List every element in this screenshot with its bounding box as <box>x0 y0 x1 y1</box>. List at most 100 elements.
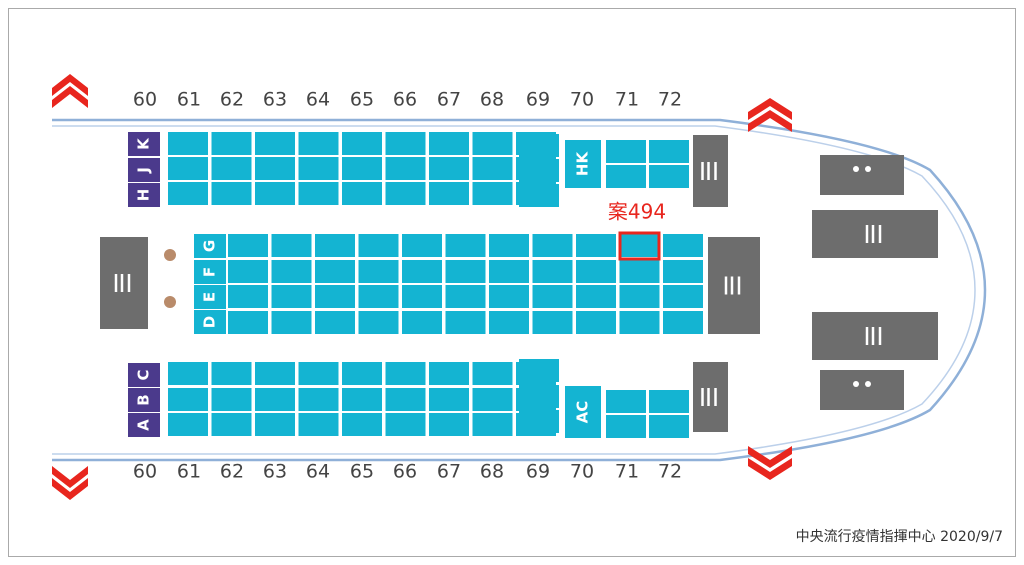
seat <box>663 285 703 308</box>
galley <box>100 237 148 329</box>
seat <box>429 182 469 205</box>
seat <box>663 311 703 334</box>
seat-letter: C <box>135 369 153 380</box>
seat-letter: H <box>135 189 153 202</box>
seat <box>576 234 616 257</box>
seat-letter: A <box>135 419 153 431</box>
seat <box>402 285 442 308</box>
row-number: 70 <box>570 89 594 111</box>
row-number: 60 <box>133 89 157 111</box>
row-number: 69 <box>526 461 550 483</box>
seat <box>211 362 252 385</box>
seat <box>472 388 513 411</box>
seat <box>271 285 312 308</box>
row-number: 71 <box>615 89 639 111</box>
seat <box>472 413 513 436</box>
seat <box>429 132 469 155</box>
row-number: 66 <box>393 89 417 111</box>
case-seat <box>618 231 661 261</box>
seat <box>519 134 559 157</box>
seat <box>298 182 339 205</box>
row-number: 63 <box>263 461 287 483</box>
seat-letter: B <box>135 394 153 405</box>
row-number: 71 <box>615 461 639 483</box>
seat <box>168 182 208 205</box>
row-number: 60 <box>133 461 157 483</box>
galley <box>708 237 760 334</box>
seat <box>385 157 426 180</box>
seat <box>472 132 513 155</box>
seat-letter: K <box>135 137 153 150</box>
seat <box>342 413 382 436</box>
seat <box>298 362 339 385</box>
galley <box>693 362 728 432</box>
chevrons <box>52 74 792 500</box>
row-number: 69 <box>526 89 550 111</box>
row-number: 72 <box>658 461 682 483</box>
row-number: 68 <box>480 461 504 483</box>
seat <box>358 285 399 308</box>
lavatory <box>820 155 904 195</box>
lavatory-icon <box>853 166 859 172</box>
row-number: 72 <box>658 89 682 111</box>
lavatory-icon <box>865 166 871 172</box>
seat <box>255 157 295 180</box>
seat-letter: D <box>201 316 219 328</box>
seat <box>489 234 529 257</box>
seat <box>342 182 382 205</box>
seat <box>429 157 469 180</box>
seat <box>445 311 486 334</box>
letter-box <box>128 132 160 156</box>
seat <box>519 159 559 182</box>
seat <box>606 415 646 438</box>
seat-letter: J <box>135 167 153 174</box>
row-number: 64 <box>306 461 330 483</box>
galley <box>693 135 728 207</box>
letter-box <box>194 310 226 334</box>
seat <box>606 390 646 413</box>
seat <box>211 388 252 411</box>
case-label: 案494 <box>608 200 666 224</box>
seat <box>402 311 442 334</box>
seat <box>472 157 513 180</box>
seat <box>649 140 689 163</box>
seat <box>402 234 442 257</box>
seat <box>228 285 268 308</box>
seat <box>342 132 382 155</box>
seat <box>228 234 268 257</box>
seat <box>315 285 355 308</box>
seat <box>619 260 660 283</box>
seat <box>663 260 703 283</box>
letter-box <box>128 158 160 182</box>
seat <box>168 413 208 436</box>
seat <box>385 132 426 155</box>
seat <box>228 311 268 334</box>
seat <box>211 413 252 436</box>
seat <box>429 388 469 411</box>
letter-box <box>128 183 160 207</box>
seat <box>519 184 559 207</box>
row-number: 61 <box>177 461 201 483</box>
seat <box>315 260 355 283</box>
seat <box>228 260 268 283</box>
seat <box>168 132 208 155</box>
seat <box>489 311 529 334</box>
letter-box <box>194 260 226 284</box>
lavatory-icon <box>865 381 871 387</box>
seat <box>606 165 646 188</box>
seat-letter: AC <box>574 401 592 424</box>
seat <box>255 132 295 155</box>
bassinet-icon <box>164 249 176 261</box>
row-number: 67 <box>437 89 461 111</box>
seat <box>271 234 312 257</box>
seat <box>649 415 689 438</box>
seat <box>342 362 382 385</box>
seat <box>385 362 426 385</box>
seat <box>519 385 559 408</box>
seat <box>445 234 486 257</box>
row-number: 61 <box>177 89 201 111</box>
seat <box>168 362 208 385</box>
row-number: 67 <box>437 461 461 483</box>
row-number: 65 <box>350 89 374 111</box>
